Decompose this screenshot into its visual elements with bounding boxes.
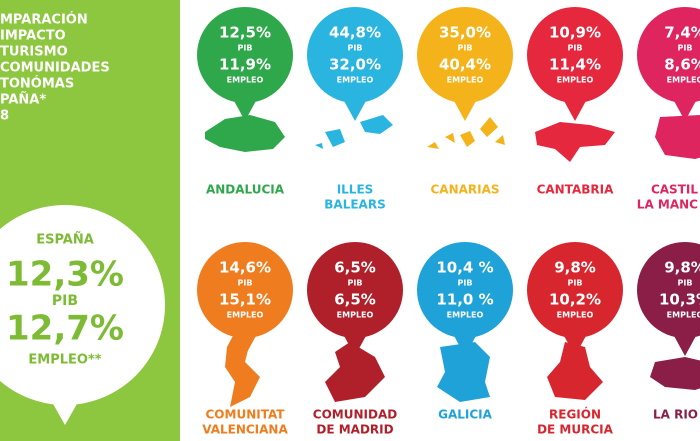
empleo-label: EMPLEO — [667, 76, 700, 85]
pib-label: PIB — [348, 44, 363, 53]
region-name: REGIÓN — [549, 407, 601, 422]
region-map — [427, 117, 505, 149]
region-name: CASTIL — [651, 183, 698, 197]
region-bubble-tail — [233, 99, 257, 121]
empleo-label: EMPLEO — [557, 311, 594, 320]
region-name: CANARIAS — [430, 183, 499, 197]
spain-empleo: 12,7% — [6, 309, 124, 349]
region-bubble — [197, 242, 293, 338]
pib-label: PIB — [348, 279, 363, 288]
region-bubble — [637, 242, 700, 338]
pib-label: PIB — [458, 279, 473, 288]
region-name: ILLES — [337, 183, 374, 197]
region-name: VALENCIANA — [202, 423, 288, 437]
spain-pib-label: PIB — [52, 293, 78, 309]
region-pib: 44,8% — [329, 24, 381, 42]
region-bubble-tail — [453, 99, 477, 121]
pib-label: PIB — [678, 279, 693, 288]
region-name: COMUNITAT — [206, 408, 286, 422]
pib-label: PIB — [568, 279, 583, 288]
region-map — [315, 115, 393, 149]
pib-label: PIB — [238, 279, 253, 288]
pib-label: PIB — [568, 44, 583, 53]
empleo-label: EMPLEO — [227, 311, 264, 320]
region-empleo: 40,4% — [439, 56, 491, 74]
region-bubble — [637, 7, 700, 103]
region-pib: 35,0% — [439, 24, 491, 42]
region-pib: 12,5% — [219, 24, 271, 42]
region-map — [650, 357, 700, 390]
region-pib: 9,8% — [554, 259, 596, 277]
region-name: DE MURCIA — [537, 423, 614, 437]
region-map — [437, 342, 490, 402]
region-bubble — [307, 7, 403, 103]
region-empleo: 11,4% — [549, 56, 601, 74]
empleo-label: EMPLEO — [337, 311, 374, 320]
region-empleo: 10,2% — [549, 291, 601, 309]
region-map — [325, 342, 385, 402]
pib-label: PIB — [458, 44, 473, 53]
region-bubble — [197, 7, 293, 103]
region-map — [547, 342, 603, 400]
region-empleo: 10,3% — [659, 291, 700, 309]
region-name: COMUNIDAD — [313, 408, 397, 422]
sidebar-title: COMUNIDADES — [0, 61, 110, 76]
spain-bubble-tail — [48, 395, 82, 425]
region-empleo: 8,6% — [664, 56, 700, 74]
region-pib: 10,9% — [549, 24, 601, 42]
region-bubble — [417, 242, 513, 338]
region-bubble — [527, 7, 623, 103]
region-name: CANTABRIA — [537, 183, 615, 197]
spain-pib: 12,3% — [6, 255, 124, 295]
empleo-label: EMPLEO — [667, 311, 700, 320]
region-empleo: 6,5% — [334, 291, 376, 309]
sidebar-title: MPARACIÓN — [0, 12, 88, 28]
region-name: LA RIO — [653, 408, 698, 422]
region-bubble — [307, 242, 403, 338]
sidebar-title: IMPACTO — [0, 29, 66, 44]
region-bubble-tail — [343, 99, 367, 121]
spain-bubble — [0, 205, 165, 405]
region-bubble-tail — [673, 334, 697, 356]
region-bubble — [527, 242, 623, 338]
region-map — [535, 122, 615, 162]
region-map — [655, 115, 700, 159]
empleo-label: EMPLEO — [557, 76, 594, 85]
empleo-label: EMPLEO — [447, 311, 484, 320]
region-empleo: 32,0% — [329, 56, 381, 74]
region-name: GALICIA — [438, 408, 493, 422]
sidebar-title: TURISMO — [0, 45, 68, 60]
spain-name: ESPAÑA — [36, 232, 94, 248]
empleo-label: EMPLEO — [447, 76, 484, 85]
region-empleo: 15,1% — [219, 291, 271, 309]
region-pib: 10,4 % — [436, 259, 493, 277]
region-empleo: 11,0 % — [436, 291, 493, 309]
region-name: DE MADRID — [316, 423, 393, 437]
region-map — [205, 115, 285, 152]
region-pib: 9,8% — [664, 259, 700, 277]
spain-empleo-label: EMPLEO** — [28, 353, 101, 368]
empleo-label: EMPLEO — [337, 76, 374, 85]
sidebar-title: 8 — [0, 109, 9, 124]
pib-label: PIB — [678, 44, 693, 53]
region-pib: 7,4% — [664, 24, 700, 42]
region-pib: 14,6% — [219, 259, 271, 277]
sidebar-title: PAÑA* — [0, 92, 46, 108]
region-bubble-tail — [563, 99, 587, 121]
region-name: LA MANC — [637, 198, 698, 212]
sidebar-title: TONÓMAS — [0, 76, 74, 92]
region-name: BALEARS — [324, 198, 385, 212]
region-name: ANDALUCIA — [206, 183, 285, 197]
pib-label: PIB — [238, 44, 253, 53]
region-bubble — [417, 7, 513, 103]
region-bubble-tail — [673, 99, 697, 121]
region-empleo: 11,9% — [219, 56, 271, 74]
empleo-label: EMPLEO — [227, 76, 264, 85]
region-map — [225, 332, 260, 407]
region-pib: 6,5% — [334, 259, 376, 277]
